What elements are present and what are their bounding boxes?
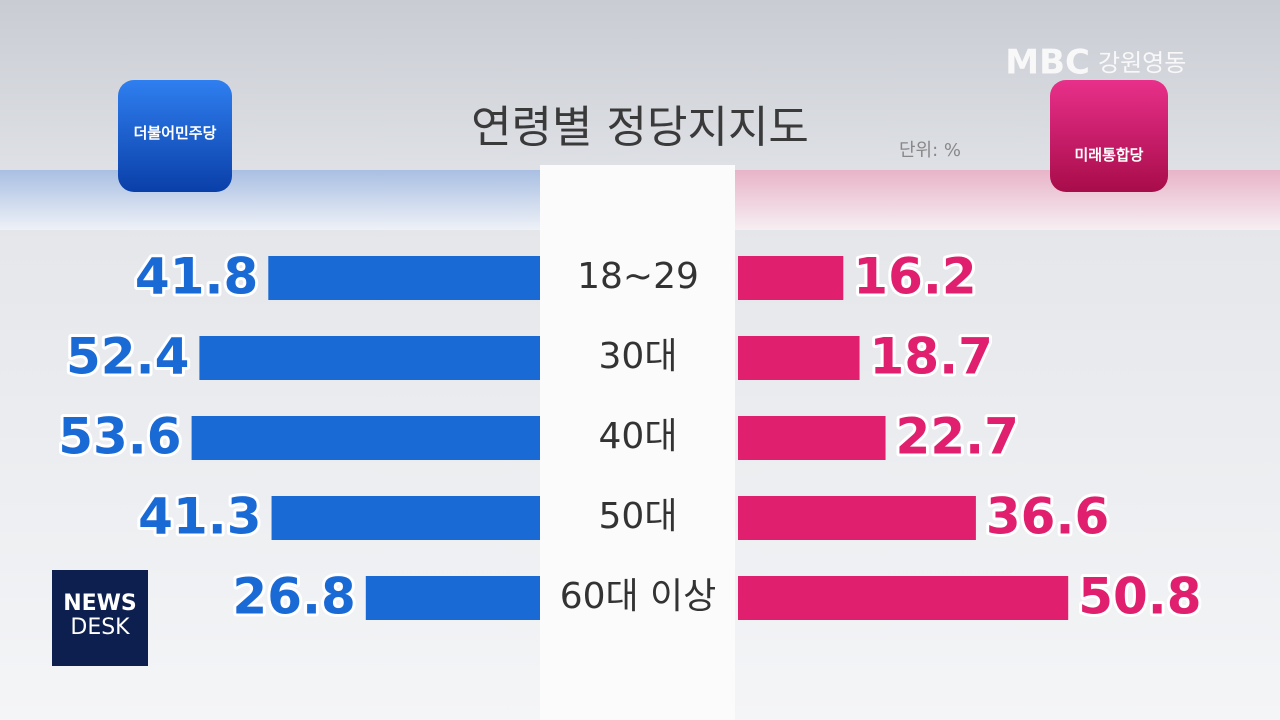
value-label: 16.2 xyxy=(853,248,976,306)
value-label: 41.8 xyxy=(135,248,258,306)
chart-title: 연령별 정당지지도 xyxy=(471,102,809,153)
category-label: 60대 이상 xyxy=(560,576,717,617)
category-label: 30대 xyxy=(599,336,678,377)
value-label: 50.8 xyxy=(1078,568,1201,626)
program-name: DESK xyxy=(70,615,130,640)
bar xyxy=(365,576,540,620)
center-column xyxy=(540,165,735,720)
bar xyxy=(199,336,540,380)
bar xyxy=(271,496,540,540)
value-label: 41.3 xyxy=(138,488,261,546)
pink-band xyxy=(735,170,1280,230)
bar xyxy=(738,256,844,300)
value-label: 53.6 xyxy=(58,408,181,466)
legend-label: 미래통합당 xyxy=(1074,146,1143,164)
value-label: 18.7 xyxy=(870,328,993,386)
legend-label: 더불어민주당 xyxy=(134,124,217,142)
value-label: 52.4 xyxy=(66,328,189,386)
bar xyxy=(738,416,886,460)
bar xyxy=(738,496,976,540)
bar xyxy=(268,256,540,300)
bar xyxy=(738,336,860,380)
channel-logo: MBC xyxy=(1005,43,1090,83)
value-label: 36.6 xyxy=(986,488,1109,546)
program-name: NEWS xyxy=(63,591,137,616)
category-label: 18~29 xyxy=(577,256,699,297)
party-logo xyxy=(1050,80,1168,192)
program-logo xyxy=(52,570,148,666)
value-label: 26.8 xyxy=(232,568,355,626)
unit-label: 단위: % xyxy=(899,140,961,161)
category-label: 50대 xyxy=(599,496,678,537)
category-label: 40대 xyxy=(599,416,678,457)
bar xyxy=(191,416,540,460)
bar xyxy=(738,576,1069,620)
channel-region: 강원영동 xyxy=(1098,49,1186,77)
value-label: 22.7 xyxy=(896,408,1019,466)
blue-band xyxy=(0,170,540,230)
party-logo xyxy=(118,80,232,192)
